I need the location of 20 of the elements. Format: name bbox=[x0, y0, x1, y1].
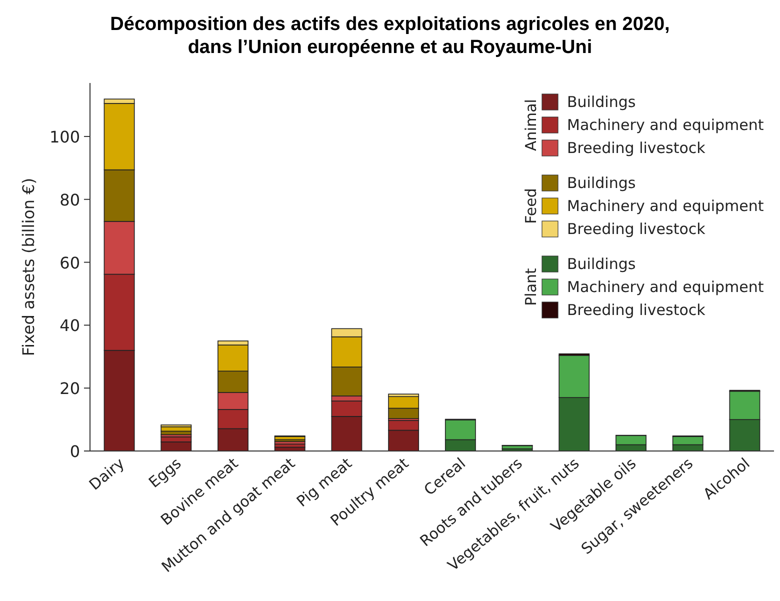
annotation: Plant bbox=[522, 268, 540, 306]
legend-label: Machinery and equipment bbox=[567, 197, 764, 215]
legend-label: Buildings bbox=[567, 174, 636, 192]
chart-title: Décomposition des actifs des exploitations agricoles en 2020, dans l’Union européenne et au Royaume-Uni bbox=[110, 14, 670, 58]
legend-label: Machinery and equipment bbox=[567, 116, 764, 134]
y-tick-label: 60 bbox=[60, 253, 80, 272]
legend-label: Machinery and equipment bbox=[567, 278, 764, 296]
legend-label: Breeding livestock bbox=[567, 301, 706, 319]
annotation: Animal bbox=[522, 99, 540, 151]
y-axis-title: Fixed assets (billion €) bbox=[19, 178, 38, 356]
y-tick-label: 20 bbox=[60, 379, 80, 398]
legend-label: Buildings bbox=[567, 93, 636, 111]
y-tick-label: 100 bbox=[49, 127, 80, 146]
legend-label: Breeding livestock bbox=[567, 220, 706, 238]
annotation: Feed bbox=[522, 188, 540, 224]
y-tick-label: 80 bbox=[60, 190, 80, 210]
legend-label: Buildings bbox=[567, 255, 636, 273]
y-tick-label: 0 bbox=[70, 442, 80, 461]
y-tick-label: 40 bbox=[60, 316, 80, 336]
legend-label: Breeding livestock bbox=[567, 139, 706, 157]
